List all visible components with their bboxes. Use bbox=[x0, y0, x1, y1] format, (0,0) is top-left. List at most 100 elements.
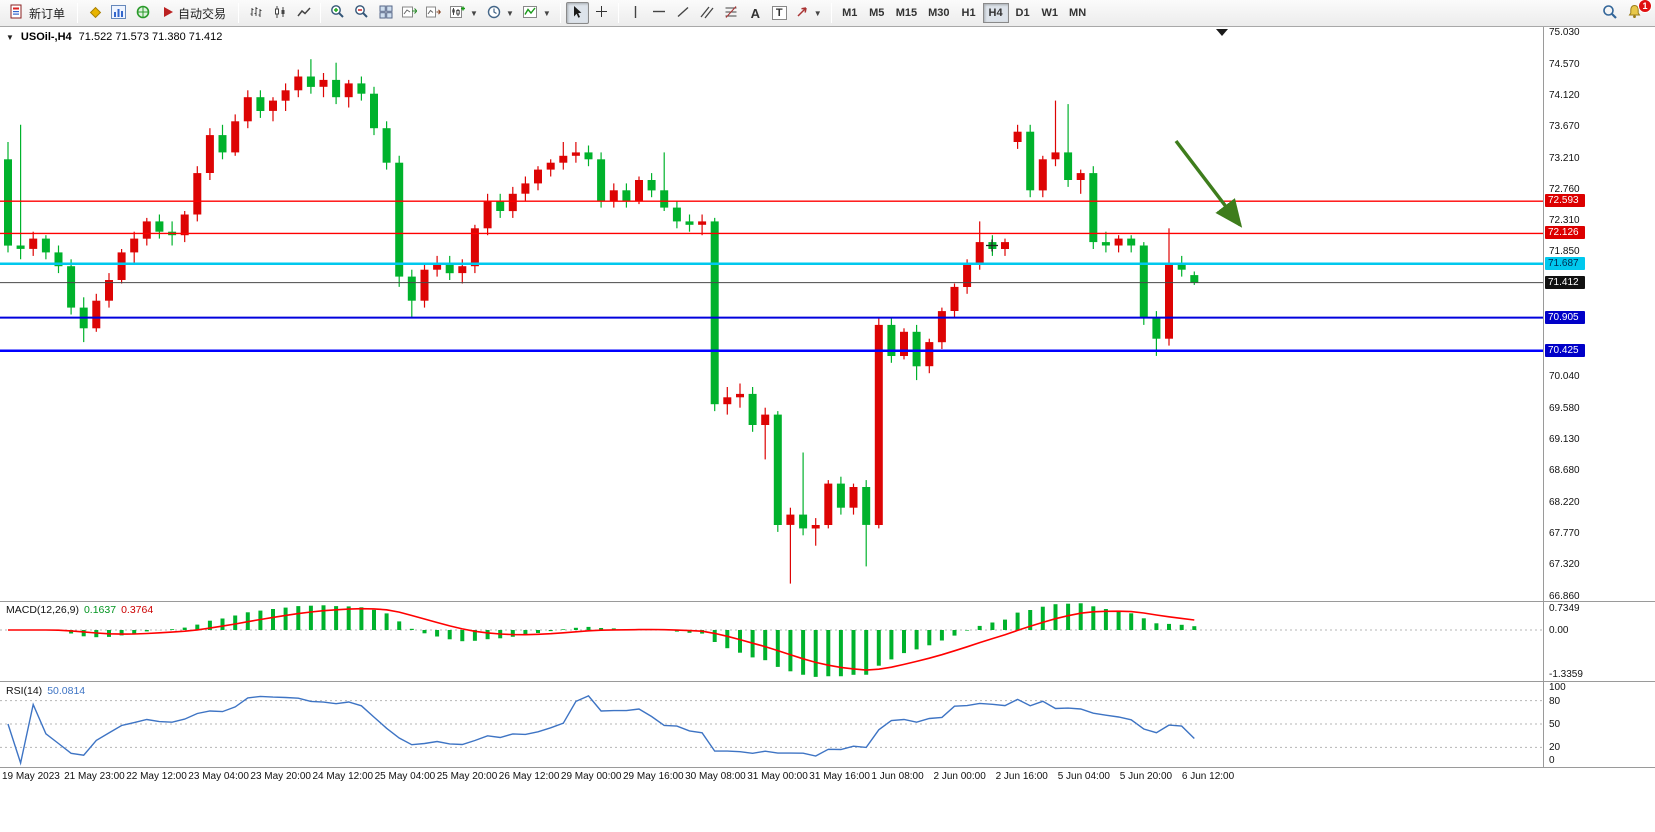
price-level-badge: 72.126 bbox=[1545, 226, 1585, 240]
time-axis-label: 1 Jun 08:00 bbox=[871, 771, 924, 782]
rsi-axis-tick: 0 bbox=[1549, 755, 1555, 766]
channel-tool-button[interactable] bbox=[696, 2, 719, 24]
horizontal-line-icon bbox=[652, 5, 666, 21]
trendline-tool-button[interactable] bbox=[672, 2, 695, 24]
price-tick: 69.130 bbox=[1549, 434, 1580, 446]
chart-ohlc-values: 71.522 71.573 71.380 71.412 bbox=[78, 31, 223, 43]
price-tick: 71.850 bbox=[1549, 246, 1580, 258]
toolbar-separator bbox=[320, 3, 322, 23]
chart-line-button[interactable] bbox=[292, 2, 315, 24]
timeframe-button-m5[interactable]: M5 bbox=[869, 7, 885, 19]
timeframe-button-m30[interactable]: M30 bbox=[928, 7, 950, 19]
price-tick: 67.320 bbox=[1549, 558, 1580, 570]
macd-canvas[interactable] bbox=[0, 602, 1543, 681]
cursor-icon bbox=[571, 5, 583, 22]
timeframe-button-m1[interactable]: M1 bbox=[842, 7, 858, 19]
timeframe-button-d1[interactable]: D1 bbox=[1015, 7, 1030, 19]
price-level-badge: 71.412 bbox=[1545, 275, 1585, 289]
label-tool-button[interactable]: T bbox=[768, 2, 791, 24]
search-button[interactable] bbox=[1598, 2, 1622, 24]
zoom-out-button[interactable] bbox=[350, 2, 373, 24]
price-chart-canvas[interactable] bbox=[0, 27, 1543, 601]
chart-bars-button[interactable] bbox=[244, 2, 267, 24]
autotrading-button[interactable]: 自动交易 bbox=[155, 2, 233, 24]
cross-marker[interactable] bbox=[986, 239, 998, 252]
timeframe-button-h4[interactable]: H4 bbox=[982, 3, 1009, 23]
vertical-line-tool-button[interactable] bbox=[624, 2, 647, 24]
time-axis-label: 30 May 08:00 bbox=[685, 771, 746, 782]
panel-splitter[interactable] bbox=[0, 601, 1655, 602]
time-axis-label: 25 May 04:00 bbox=[374, 771, 436, 782]
rsi-canvas[interactable] bbox=[0, 682, 1543, 767]
zoom-in-button[interactable] bbox=[326, 2, 349, 24]
timeframe-button-w1[interactable]: W1 bbox=[1041, 7, 1059, 19]
price-tick: 68.680 bbox=[1549, 465, 1580, 477]
rsi-axis-tick: 80 bbox=[1549, 695, 1561, 707]
price-tick: 68.220 bbox=[1549, 496, 1580, 508]
time-axis-label: 2 Jun 00:00 bbox=[933, 771, 986, 782]
navigator-button[interactable] bbox=[131, 2, 154, 24]
timeframe-group: M1 M5 M15 M30 H1 H4 D1 W1 MN bbox=[837, 3, 1091, 23]
new-order-button[interactable]: 新订单 bbox=[3, 2, 72, 24]
price-tick: 74.570 bbox=[1549, 58, 1580, 70]
toolbar-separator bbox=[830, 3, 832, 23]
text-label-icon: T bbox=[771, 6, 787, 20]
price-tick: 66.860 bbox=[1549, 590, 1580, 602]
time-axis-label: 29 May 16:00 bbox=[623, 771, 684, 782]
indicators-button[interactable]: ▼ bbox=[519, 2, 555, 24]
panel-splitter[interactable] bbox=[0, 681, 1655, 682]
timeframe-button-h1[interactable]: H1 bbox=[961, 7, 976, 19]
time-axis-label: 23 May 20:00 bbox=[250, 771, 311, 782]
chevron-down-icon: ▼ bbox=[542, 8, 551, 18]
market-watch-icon bbox=[88, 5, 102, 22]
tile-windows-button[interactable] bbox=[374, 2, 397, 24]
zoom-out-icon bbox=[354, 4, 369, 22]
toolbar-separator bbox=[617, 3, 619, 23]
time-axis-label: 31 May 16:00 bbox=[809, 771, 870, 782]
crosshair-tool-button[interactable] bbox=[590, 2, 613, 24]
timeframe-button-m15[interactable]: M15 bbox=[895, 7, 918, 19]
cursor-tool-button[interactable] bbox=[565, 2, 589, 24]
chart-shift-marker[interactable] bbox=[1216, 29, 1228, 36]
vertical-line-icon bbox=[629, 5, 642, 22]
bar-chart-icon bbox=[111, 4, 127, 22]
timeframe-button-mn[interactable]: MN bbox=[1069, 7, 1087, 19]
time-axis-label: 24 May 12:00 bbox=[312, 771, 374, 782]
fibonacci-tool-button[interactable] bbox=[720, 2, 743, 24]
new-order-label: 新订单 bbox=[29, 6, 66, 21]
auto-scroll-button[interactable] bbox=[398, 2, 421, 24]
time-axis-label: 23 May 04:00 bbox=[188, 771, 249, 782]
data-window-button[interactable] bbox=[107, 2, 130, 24]
arrows-tool-button[interactable]: ▼ bbox=[792, 2, 826, 24]
notifications-button[interactable]: 1 bbox=[1623, 0, 1652, 24]
chart-candles-button[interactable] bbox=[268, 2, 291, 24]
rsi-axis-tick: 100 bbox=[1549, 682, 1566, 693]
crosshair-icon bbox=[595, 5, 608, 21]
notification-count-badge: 1 bbox=[1638, 0, 1652, 13]
macd-name: MACD(12,26,9) bbox=[6, 604, 79, 616]
horizontal-line-tool-button[interactable] bbox=[648, 2, 671, 24]
chart-dropdown-arrow-icon[interactable]: ▼ bbox=[6, 32, 14, 42]
time-axis[interactable]: 19 May 2023 21 May 23:00 22 May 12:00 23 Ma… bbox=[0, 767, 1655, 785]
rsi-axis-tick: 20 bbox=[1549, 742, 1561, 754]
new-chart-button[interactable]: ▼ bbox=[446, 2, 482, 24]
market-watch-button[interactable] bbox=[83, 2, 106, 24]
price-axis-border bbox=[1543, 27, 1544, 767]
time-axis-label: 5 Jun 04:00 bbox=[1057, 771, 1110, 782]
chart-shift-button[interactable] bbox=[422, 2, 445, 24]
periods-button[interactable]: ▼ bbox=[483, 2, 518, 24]
macd-axis-min: -1.3359 bbox=[1549, 669, 1583, 680]
annotation-arrow[interactable] bbox=[1174, 139, 1243, 228]
text-a-icon: A bbox=[750, 5, 760, 21]
time-axis-label: 5 Jun 20:00 bbox=[1119, 771, 1173, 782]
text-tool-button[interactable]: A bbox=[744, 2, 767, 24]
price-tick: 72.760 bbox=[1549, 183, 1580, 195]
rsi-indicator-label: RSI(14) 50.0814 bbox=[6, 685, 85, 697]
price-level-badge: 70.425 bbox=[1545, 343, 1585, 357]
time-axis-label: 6 Jun 12:00 bbox=[1181, 771, 1235, 782]
price-axis[interactable]: 75.030 74.570 74.120 73.670 73.210 72.760 72.3… bbox=[1544, 27, 1655, 768]
trendline-icon bbox=[676, 5, 690, 22]
channel-icon bbox=[700, 5, 714, 22]
price-tick: 73.210 bbox=[1549, 152, 1580, 164]
